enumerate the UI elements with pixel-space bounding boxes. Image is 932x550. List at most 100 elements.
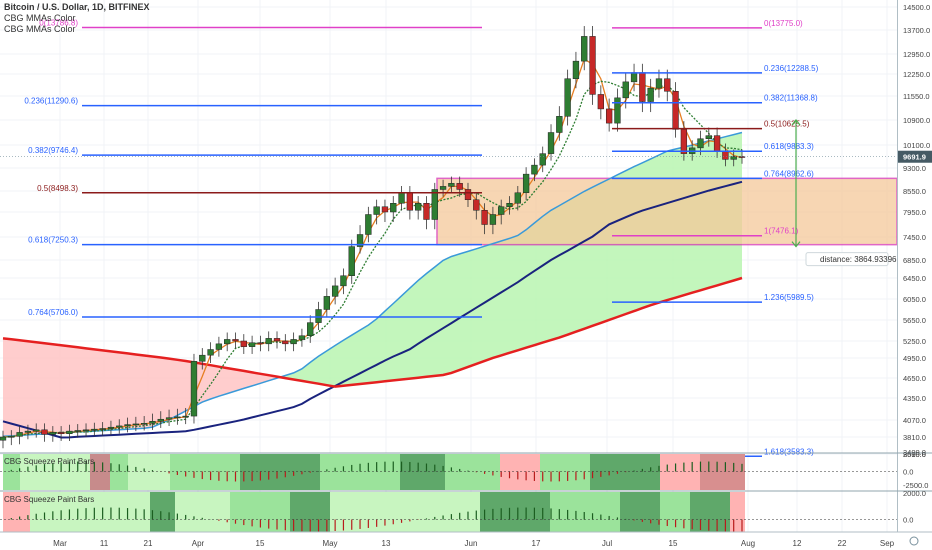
price-axis-label: 10900.0 [903,116,930,125]
ma-line-dotted [2,80,743,438]
time-axis-label: Aug [741,539,755,548]
fib-left-label: 0.5(8498.3) [37,184,78,193]
settings-gear-icon [909,536,919,546]
time-axis-label: Jun [465,539,478,548]
candle [705,127,712,147]
candle-body [639,72,646,102]
candle [132,416,140,432]
panel-band [500,454,540,490]
fib-right-label: 1.236(5989.5) [764,293,814,302]
candle-body [439,186,447,190]
fib-right-label: 1.618(3583.3) [764,447,814,456]
candle [8,430,15,446]
candle-body [331,285,339,297]
panel-axis-label: 2000.0 [903,489,926,498]
candle [149,413,156,430]
candle-body [481,210,488,225]
candle-body [290,339,297,345]
candle [307,315,314,343]
fib-right-label: 0.5(10625.5) [764,120,810,129]
candle [224,332,231,352]
candle-body [498,206,505,215]
candle [431,182,438,230]
candle [348,239,355,284]
candle-body [415,203,422,211]
panel-band [175,492,230,532]
time-axis-label: 12 [793,539,802,548]
panel-band [620,492,660,532]
candle [57,426,65,441]
price-axis-label: 7450.0 [903,233,926,242]
fib-left: 0(13786.8) 0.236(11290.6) 0.382(9746.4) 0.5… [24,19,482,318]
candle-body [423,203,430,220]
candle [664,69,671,102]
candle [464,182,472,208]
candle [564,69,571,126]
candle [522,167,530,201]
candle-body [713,135,721,151]
candle [99,422,106,436]
candle-body [199,354,206,362]
candle [273,331,281,349]
candle [373,199,380,225]
price-axis-label: 13700.0 [903,26,930,35]
ma-line-lightblue [2,131,743,438]
candle-body [431,189,438,220]
candle-body [664,78,671,92]
study-label-2[interactable]: CBG MMAs Color [4,24,76,34]
candle-body [556,116,563,133]
candle-body [473,199,480,211]
panel-band [170,454,240,490]
candle [331,277,339,305]
fib-right-label: 0.618(9883.3) [764,142,814,151]
time-axis-label: 11 [100,539,109,548]
candle-body [66,430,73,434]
candle-body [57,432,65,434]
candle [356,225,364,254]
squeeze-panel-2: CBG Squeeze Paint Bars 2000.0 0.0 [0,489,932,532]
candle-body [323,296,330,310]
candle-body [514,192,521,204]
time-axis: Mar 11 21 Apr 15 May 13 Jun 17 Jul 15 Aug 12 22 Sep [0,531,932,548]
panel-axis-label: 0.0 [903,516,913,525]
candle-body [82,429,90,432]
candle-body [647,87,654,102]
panel-band [590,454,660,490]
panel-band [20,454,90,490]
candle-body [74,430,81,432]
candle-body [207,349,214,356]
candle-body [16,432,23,437]
candle-body [33,429,40,432]
candle [240,334,247,354]
study-label-1[interactable]: CBG MMAs Color [4,13,76,23]
candle [174,408,181,425]
candle-body [365,214,372,235]
panel-band [3,492,30,532]
candle [91,422,98,437]
price-axis-label: 8550.0 [903,187,926,196]
fib-left-label: 0.618(7250.3) [28,236,78,245]
panel-axis-label: -2500.0 [903,481,928,490]
panel-band [700,454,745,490]
price-axis: 14500.0 13700.0 12950.0 12250.0 11550.0 10900… [897,0,932,532]
candle-body [373,206,380,215]
candle-body [232,339,239,342]
candle [190,353,198,424]
candle [66,424,73,441]
candle-body [132,423,140,426]
legend: Bitcoin / U.S. Dollar, 1D, BITFINEX CBG … [4,2,150,35]
panel-axis-label: 0.0 [903,468,913,477]
candle [381,199,389,222]
panel-band [320,454,400,490]
symbol-title[interactable]: Bitcoin / U.S. Dollar, 1D, BITFINEX [4,2,150,12]
candle [116,419,123,434]
fib-left-label: 0(13786.8) [39,19,78,28]
candle [290,332,297,352]
candle-body [215,343,223,350]
panel-band [240,454,320,490]
price-axis-label: 4070.0 [903,416,926,425]
time-axis-label: May [322,539,337,548]
fib-right-label: 0(13775.0) [764,19,803,28]
candle-body [730,156,737,160]
